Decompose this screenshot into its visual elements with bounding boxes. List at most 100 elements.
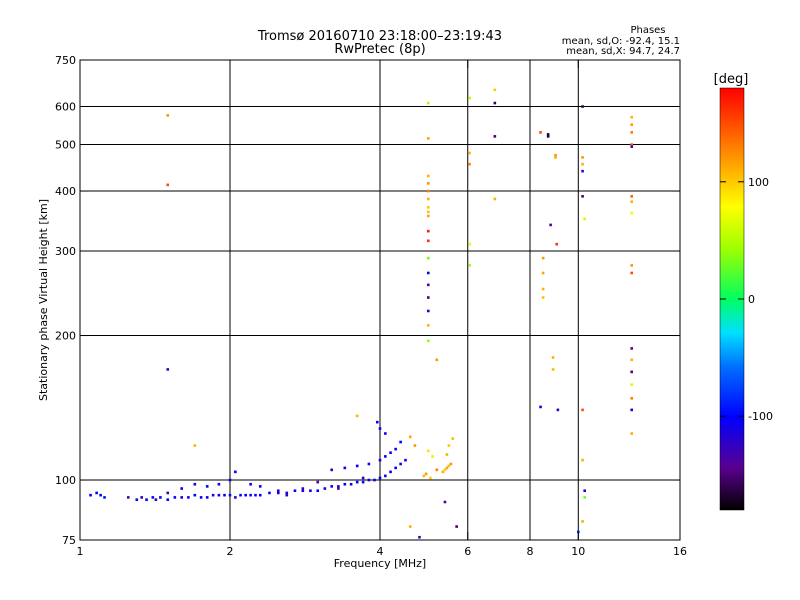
data-point xyxy=(355,414,359,418)
grid-lines xyxy=(80,60,680,540)
data-point xyxy=(394,447,397,451)
data-point xyxy=(99,493,102,497)
y-tick-label: 75 xyxy=(62,534,76,547)
x-tick-label: 8 xyxy=(527,545,534,558)
data-point xyxy=(199,496,203,499)
data-point xyxy=(418,535,421,539)
data-point xyxy=(249,493,252,497)
data-point xyxy=(166,491,170,495)
data-point xyxy=(426,210,430,214)
data-point xyxy=(367,462,371,466)
data-point xyxy=(493,135,497,138)
data-point xyxy=(244,493,247,497)
data-point xyxy=(193,444,197,447)
data-point xyxy=(581,162,584,166)
data-point xyxy=(187,496,190,499)
data-point xyxy=(493,88,497,92)
data-point xyxy=(581,195,584,198)
data-point xyxy=(361,480,365,484)
colorbar-tick-label: -100 xyxy=(748,410,773,423)
data-point xyxy=(551,368,555,371)
data-point xyxy=(293,489,297,493)
y-tick-label: 500 xyxy=(55,139,76,152)
data-point xyxy=(316,489,320,493)
data-point xyxy=(426,309,430,313)
data-point xyxy=(234,470,237,474)
data-point xyxy=(394,466,397,470)
data-point xyxy=(193,493,197,497)
data-point xyxy=(389,470,392,474)
data-point xyxy=(426,205,430,209)
data-point xyxy=(166,498,170,501)
data-point xyxy=(541,296,545,299)
data-point xyxy=(555,242,558,246)
data-point xyxy=(445,466,449,470)
data-points xyxy=(89,88,634,539)
data-point xyxy=(211,493,215,497)
data-point xyxy=(449,462,453,466)
data-point xyxy=(441,470,445,474)
data-point xyxy=(630,200,634,204)
data-point xyxy=(581,458,584,462)
data-point xyxy=(426,197,430,201)
data-point xyxy=(539,405,542,409)
data-point xyxy=(330,468,334,472)
data-point xyxy=(443,500,447,504)
data-point xyxy=(546,133,550,136)
data-point xyxy=(455,525,458,528)
data-point xyxy=(378,476,382,480)
y-axis-label: Stationary phase Virtual Height [km] xyxy=(37,199,50,401)
data-point xyxy=(217,493,221,497)
data-point xyxy=(581,156,584,159)
data-point xyxy=(426,189,430,193)
chart-subtitle: RwPretec (8p) xyxy=(334,42,425,57)
data-point xyxy=(426,449,430,453)
data-point xyxy=(249,482,252,486)
data-point xyxy=(205,485,209,488)
data-point xyxy=(426,283,430,287)
data-point xyxy=(337,487,340,490)
data-point xyxy=(309,489,312,493)
data-point xyxy=(228,493,232,497)
data-point xyxy=(451,437,455,440)
data-point xyxy=(103,496,106,499)
data-point xyxy=(145,498,148,501)
data-point xyxy=(135,498,139,501)
data-point xyxy=(301,487,305,490)
phases-x-stats: mean, sd,X: 94.7, 24.7 xyxy=(566,46,680,57)
data-point xyxy=(581,169,584,173)
data-point xyxy=(373,478,376,482)
data-point xyxy=(367,478,371,482)
data-point xyxy=(630,383,634,386)
data-point xyxy=(630,145,634,148)
data-point xyxy=(630,195,634,198)
x-axis-ticks: 1 2 4 6 8 10 16 xyxy=(77,60,687,558)
data-point xyxy=(140,496,144,499)
data-point xyxy=(630,370,634,374)
data-point xyxy=(426,229,430,233)
data-point xyxy=(468,151,471,155)
data-point xyxy=(554,153,557,157)
data-point xyxy=(435,358,439,362)
data-point xyxy=(228,478,232,482)
data-point xyxy=(217,482,221,486)
data-point xyxy=(549,223,552,227)
data-point xyxy=(413,444,417,447)
data-point xyxy=(285,491,289,495)
data-point xyxy=(426,256,430,260)
phases-stats: Phases mean, sd,O: -92.4, 15.1 mean, sd,… xyxy=(562,25,680,57)
data-point xyxy=(424,472,428,476)
x-tick-label: 16 xyxy=(673,545,687,558)
data-point xyxy=(630,131,634,134)
data-point xyxy=(447,444,451,447)
data-point xyxy=(581,105,584,108)
y-tick-label: 300 xyxy=(55,245,76,258)
x-tick-label: 10 xyxy=(571,545,585,558)
data-point xyxy=(429,476,432,480)
data-point xyxy=(468,242,471,246)
data-point xyxy=(343,466,347,470)
data-point xyxy=(541,256,545,260)
data-point xyxy=(180,496,184,499)
data-point xyxy=(546,135,550,138)
x-tick-label: 1 xyxy=(77,545,84,558)
